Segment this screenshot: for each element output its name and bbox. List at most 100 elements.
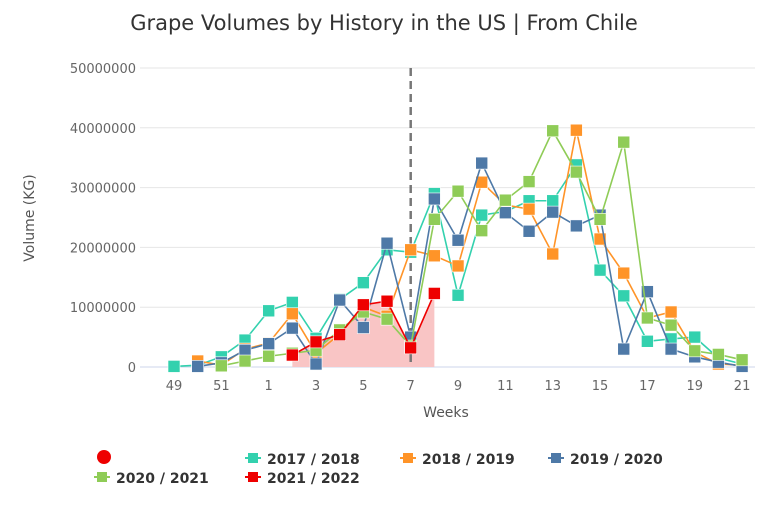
data-point [593, 263, 607, 277]
x-tick-label: 15 [592, 379, 609, 394]
data-point [546, 205, 560, 219]
data-point [451, 233, 465, 247]
data-point [286, 321, 299, 335]
y-tick-label: 10000000 [70, 301, 136, 316]
x-tick-label: 5 [359, 379, 367, 394]
data-point [522, 175, 536, 188]
data-point [475, 208, 489, 222]
legend-label: 2021 / 2022 [267, 471, 360, 487]
x-axis-ticks: 49 51 1 3 5 7 9 11 13 15 17 19 21 [166, 379, 751, 394]
x-tick-label: 17 [639, 379, 656, 394]
x-tick-label: 3 [312, 379, 320, 394]
legend-label: 2019 / 2020 [570, 452, 663, 468]
legend-item-2: 2019 / 2020 [548, 452, 663, 468]
legend-marker-dot [97, 450, 111, 464]
legend-item-4: 2021 / 2022 [245, 471, 360, 487]
data-point [570, 123, 583, 137]
data-point [451, 184, 465, 198]
data-point [546, 194, 560, 208]
legend-item-1: 2018 / 2019 [400, 452, 515, 468]
data-point [688, 330, 702, 344]
data-point [617, 266, 631, 280]
data-point [333, 328, 346, 342]
data-point [191, 360, 204, 373]
legend-item-3: 2020 / 2021 [94, 471, 209, 487]
data-point [262, 349, 275, 363]
legend-marker [248, 453, 258, 463]
data-point [380, 294, 394, 308]
data-point [262, 304, 275, 318]
series-line [197, 160, 743, 368]
data-point [238, 343, 252, 357]
data-point [357, 321, 370, 334]
legend-marker [97, 472, 107, 482]
data-point [712, 348, 725, 361]
data-point [522, 224, 536, 238]
legend-marker [551, 453, 561, 463]
data-point [570, 165, 583, 179]
data-point [286, 348, 299, 362]
x-tick-label: 21 [734, 379, 751, 394]
x-tick-label: 51 [213, 379, 230, 394]
data-point [428, 249, 441, 263]
data-point [641, 311, 654, 325]
data-point [664, 342, 678, 356]
data-point [522, 202, 536, 216]
x-tick-label: 13 [544, 379, 561, 394]
legend-label: 2017 / 2018 [267, 452, 360, 468]
data-point [735, 353, 749, 367]
data-point [428, 212, 441, 226]
data-point [215, 359, 228, 373]
x-tick-label: 11 [497, 379, 514, 394]
chart-title: Grape Volumes by History in the US | Fro… [130, 11, 638, 36]
data-point [451, 259, 465, 273]
y-tick-label: 40000000 [70, 122, 136, 137]
data-point [357, 276, 370, 289]
data-point [333, 293, 346, 307]
data-point [499, 206, 512, 220]
legend-label: 2020 / 2021 [116, 471, 209, 487]
data-point [593, 212, 607, 226]
x-tick-label: 7 [407, 379, 415, 394]
data-point [475, 156, 489, 170]
y-tick-label: 50000000 [70, 62, 136, 77]
x-tick-label: 9 [454, 379, 462, 394]
data-point [664, 305, 678, 319]
series-4 [286, 287, 441, 362]
data-point [262, 337, 275, 350]
legend-marker [403, 453, 413, 463]
data-point [428, 287, 441, 300]
data-point [238, 354, 252, 368]
x-tick-label: 19 [686, 379, 703, 394]
data-point [309, 357, 323, 371]
y-tick-label: 30000000 [70, 182, 136, 197]
data-point [499, 193, 512, 207]
legend-item-0: 2017 / 2018 [245, 452, 360, 468]
data-point [404, 243, 418, 257]
data-point [167, 360, 181, 373]
y-axis-label: Volume (KG) [22, 174, 38, 261]
data-point [617, 135, 631, 149]
legend-marker [248, 472, 258, 482]
data-point [286, 307, 299, 321]
data-point [617, 342, 631, 356]
data-point [641, 334, 654, 348]
data-point [570, 219, 583, 233]
legend: 2017 / 2018 2018 / 2019 2019 / 2020 2020 / … [94, 450, 663, 487]
data-point [617, 289, 631, 303]
x-tick-label: 49 [166, 379, 183, 394]
data-point [380, 312, 394, 326]
data-point [286, 296, 299, 309]
x-axis-label: Weeks [423, 405, 469, 421]
data-point [664, 318, 678, 332]
data-point [475, 224, 489, 237]
y-axis-ticks: 0 10000000 20000000 30000000 40000000 5000000… [70, 62, 136, 376]
data-point [380, 236, 394, 250]
data-point [309, 335, 323, 349]
data-point [451, 288, 465, 302]
data-point [688, 344, 702, 358]
y-tick-label: 20000000 [70, 241, 136, 256]
plot-area [167, 68, 749, 373]
data-point [357, 298, 370, 312]
data-point [546, 247, 560, 261]
